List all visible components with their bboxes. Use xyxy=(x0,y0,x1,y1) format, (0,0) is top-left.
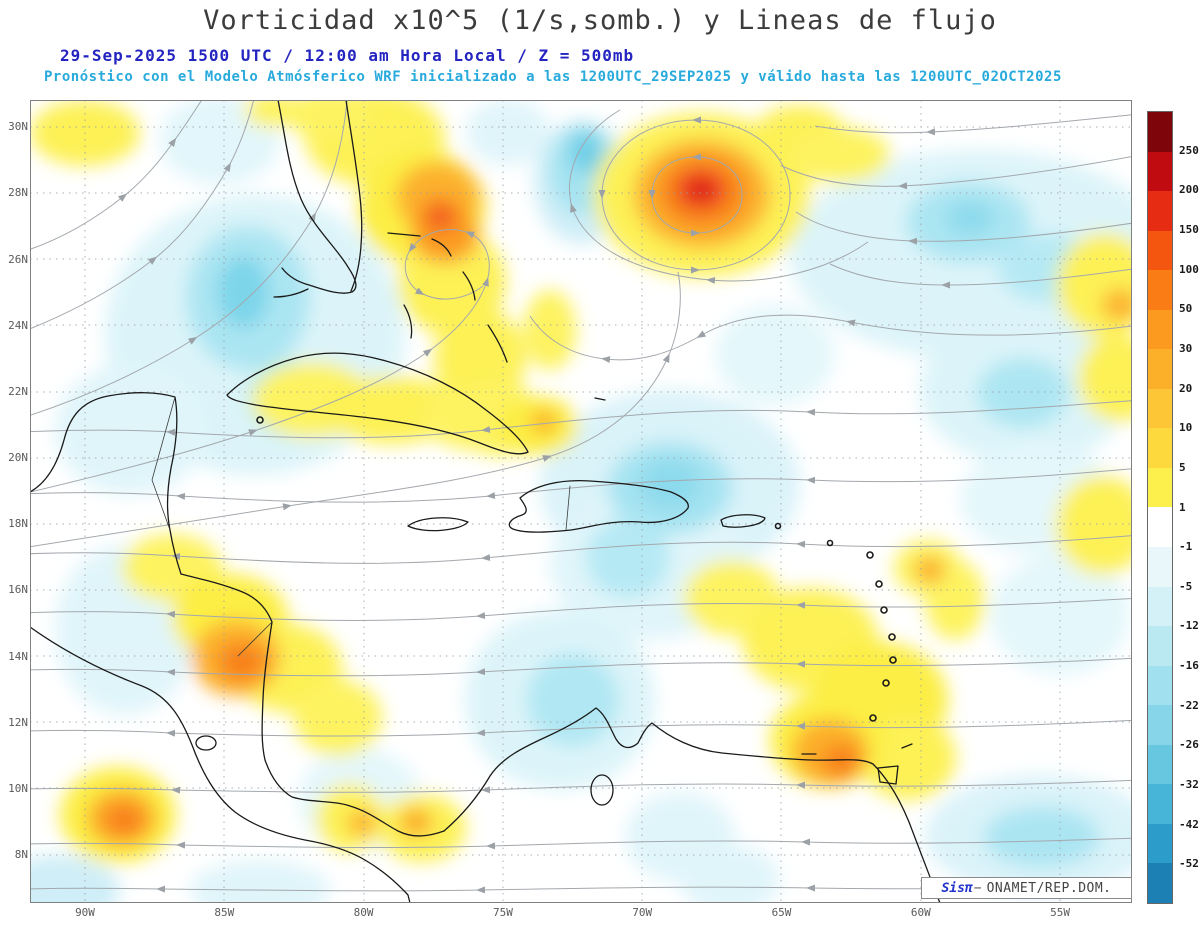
florida-coast xyxy=(277,100,357,294)
cuba-coast xyxy=(226,352,529,455)
colorbar-tick-label: -52 xyxy=(1179,857,1199,871)
y-axis-tick-label: 18N xyxy=(8,517,28,531)
colorbar-segment xyxy=(1148,784,1172,824)
lake-maracaibo xyxy=(590,774,614,806)
map-canvas xyxy=(30,100,1132,903)
colorbar-segment xyxy=(1148,823,1172,864)
x-axis-tick-label: 85W xyxy=(214,906,235,919)
central-america-coast xyxy=(180,573,445,837)
florida-east-coast xyxy=(345,100,363,292)
colorbar-tick-label: 1 xyxy=(1179,500,1186,514)
x-axis-tick-label: 65W xyxy=(771,906,792,919)
model-info-line: Pronóstico con el Modelo Atmósferico WRF… xyxy=(44,69,1062,85)
x-axis-tick-label: 60W xyxy=(910,906,931,919)
colorbar-tick-label: -42 xyxy=(1179,817,1199,831)
colorbar-tick-label: 250 xyxy=(1179,143,1199,157)
colorbar-segment xyxy=(1148,349,1172,389)
colorbar-tick-label: -16 xyxy=(1179,659,1199,673)
credit-text: ONAMET/REP.DOM. xyxy=(986,880,1112,896)
credit-box: Sisπ − ONAMET/REP.DOM. xyxy=(921,877,1132,899)
colorbar-tick-label: 50 xyxy=(1179,302,1193,316)
pacific-coast xyxy=(30,626,411,903)
coastlines xyxy=(30,100,941,903)
trinidad-coast xyxy=(801,743,913,785)
colorbar-segment xyxy=(1148,467,1172,508)
credit-logo: Sisπ xyxy=(941,880,973,896)
map-frame xyxy=(30,100,1132,903)
colorbar-segment xyxy=(1148,586,1172,627)
colorbar-tick-label: 30 xyxy=(1179,341,1193,355)
bahamas xyxy=(387,232,606,401)
credit-separator: − xyxy=(973,880,982,896)
colorbar-segment xyxy=(1148,626,1172,666)
colorbar-segment xyxy=(1148,428,1172,468)
x-axis-tick-label: 80W xyxy=(353,906,374,919)
y-axis-tick-label: 10N xyxy=(8,782,28,795)
florida-keys xyxy=(273,288,309,298)
x-axis-tick-label: 70W xyxy=(632,906,653,919)
colorbar-tick-label: -22 xyxy=(1179,698,1199,712)
x-axis-tick-label: 55W xyxy=(1050,906,1071,919)
y-axis-tick-label: 22N xyxy=(8,384,28,398)
map-svg xyxy=(30,100,1132,903)
y-axis-tick-label: 14N xyxy=(8,649,28,663)
colorbar-tick-label: -5 xyxy=(1179,579,1193,593)
colorbar-segment xyxy=(1148,112,1172,152)
x-axis-tick-label: 75W xyxy=(492,906,513,919)
colorbar-segment xyxy=(1148,744,1172,785)
puerto-rico-coast xyxy=(720,514,766,528)
colorbar-segment xyxy=(1148,309,1172,350)
colorbar-tick-label: -1 xyxy=(1179,540,1193,554)
streamlines xyxy=(30,100,1132,894)
south-america-coast xyxy=(443,707,941,903)
chart-title: Vorticidad x10^5 (1/s,somb.) y Lineas de… xyxy=(203,5,997,36)
jamaica-coast xyxy=(407,517,469,532)
colorbar-segment xyxy=(1148,547,1172,587)
x-axis-tick-label: 90W xyxy=(75,906,95,919)
colorbar-tick-label: -32 xyxy=(1179,778,1199,792)
colorbar-tick-label: 200 xyxy=(1179,183,1199,197)
y-axis-tick-label: 8N xyxy=(14,848,28,862)
colorbar-segment xyxy=(1148,151,1172,192)
colorbar-tick-label: 5 xyxy=(1179,460,1186,474)
colorbar-segment xyxy=(1148,705,1172,745)
y-axis-tick-label: 30N xyxy=(8,120,28,134)
colorbar-tick-label: -12 xyxy=(1179,619,1199,633)
colorbar-tick-label: 150 xyxy=(1179,222,1199,236)
colorbar-segment xyxy=(1148,507,1172,548)
lake-nicaragua xyxy=(195,735,217,751)
y-axis-tick-label: 24N xyxy=(8,318,28,332)
colorbar-segment xyxy=(1148,388,1172,429)
y-axis-tick-label: 28N xyxy=(8,186,28,200)
valid-time-line: 29-Sep-2025 1500 UTC / 12:00 am Hora Loc… xyxy=(60,46,635,65)
colorbar-segment xyxy=(1148,863,1172,903)
colorbar-tick-label: 100 xyxy=(1179,262,1199,276)
colorbar-segment xyxy=(1148,665,1172,706)
country-borders xyxy=(151,396,571,657)
colorbar-segment xyxy=(1148,191,1172,231)
lesser-antilles xyxy=(256,416,897,722)
colorbar-segment xyxy=(1148,230,1172,271)
colorbar-tick-label: 10 xyxy=(1179,421,1193,435)
y-axis-tick-label: 26N xyxy=(8,252,28,266)
hispaniola-coast xyxy=(508,479,689,533)
colorbar-tick-label: 20 xyxy=(1179,381,1193,395)
colorbar-segment xyxy=(1148,270,1172,310)
y-axis-tick-label: 12N xyxy=(8,715,28,729)
colorbar xyxy=(1147,111,1173,904)
colorbar-tick-label: -26 xyxy=(1179,738,1199,752)
y-axis-tick-label: 20N xyxy=(8,451,28,465)
y-axis-tick-label: 16N xyxy=(8,583,28,597)
